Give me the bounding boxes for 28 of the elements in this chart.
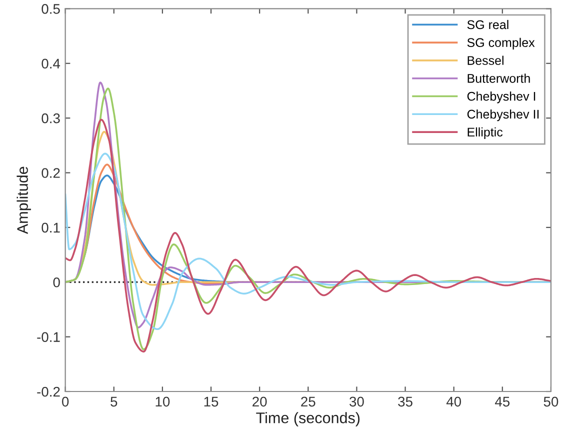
legend-label: Chebyshev II xyxy=(467,109,539,122)
y-tick-label: 0.3 xyxy=(42,113,60,124)
x-tick-label: 40 xyxy=(446,396,462,407)
y-axis-title: Amplitude xyxy=(16,166,31,234)
x-tick-label: 45 xyxy=(494,396,510,407)
x-axis-title: Time (seconds) xyxy=(256,412,360,426)
x-tick-label: 20 xyxy=(252,396,267,407)
x-tick-label: 0 xyxy=(62,396,69,407)
x-tick-label: 35 xyxy=(398,396,412,407)
legend-label: SG complex xyxy=(467,38,535,50)
y-tick-label: 0.5 xyxy=(42,4,60,14)
x-tick-label: 5 xyxy=(110,396,118,407)
y-tick-label: 0.2 xyxy=(42,168,60,178)
x-tick-label: 15 xyxy=(204,396,218,407)
y-tick-label: -0.1 xyxy=(37,332,60,342)
y-tick-label: -0.2 xyxy=(37,386,60,397)
legend-label: Elliptic xyxy=(468,127,503,140)
y-tick-label: 0 xyxy=(53,277,60,288)
y-tick-label: 0.4 xyxy=(42,58,60,69)
legend-label: Chebyshev I xyxy=(467,92,536,104)
legend-label: Bessel xyxy=(468,56,504,65)
y-tick-label: 0.1 xyxy=(42,222,60,233)
x-tick-label: 25 xyxy=(301,396,316,407)
legend-label: SG real xyxy=(467,20,508,30)
x-tick-label: 30 xyxy=(350,396,364,407)
legend-label: Butterworth xyxy=(468,74,530,83)
x-tick-label: 10 xyxy=(156,396,170,407)
x-tick-label: 50 xyxy=(544,396,558,407)
